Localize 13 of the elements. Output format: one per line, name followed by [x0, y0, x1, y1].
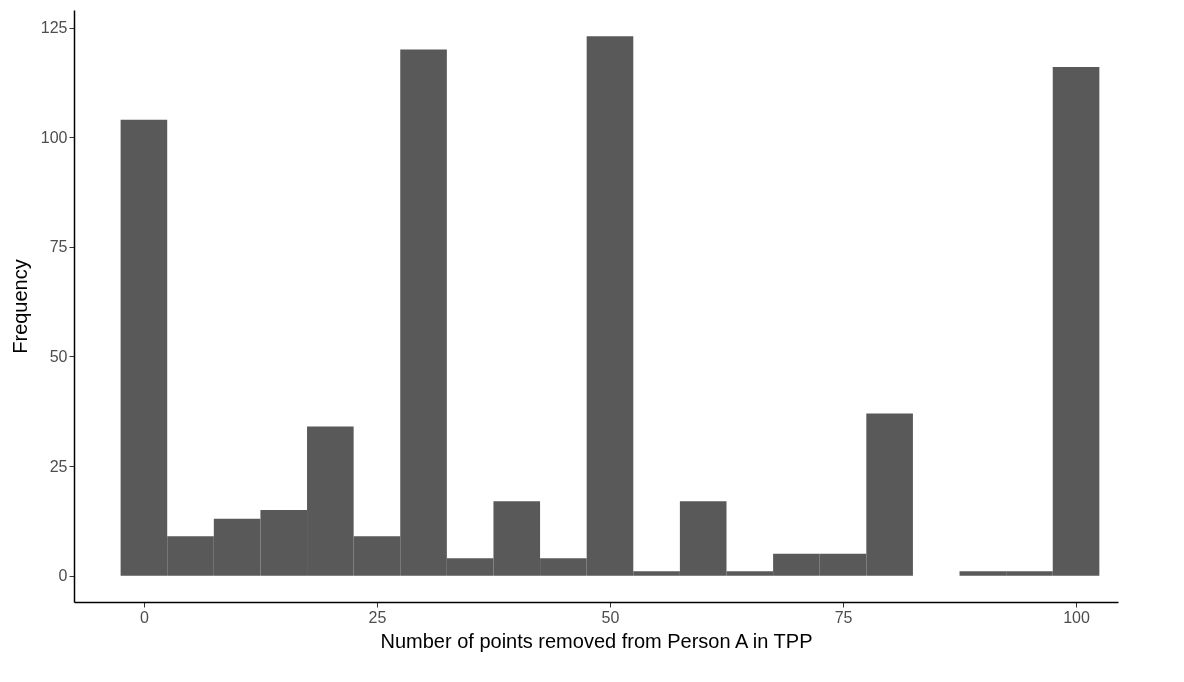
y-tick-label: 25: [49, 457, 68, 475]
y-tick-label: 50: [49, 347, 68, 365]
y-tick-label: 75: [49, 238, 68, 256]
x-tick-label: 0: [139, 608, 149, 626]
y-tick-label: 0: [58, 567, 68, 585]
x-tick-label: 25: [368, 608, 387, 626]
y-tick-label: 100: [40, 128, 68, 146]
y-axis-title: Frequency: [8, 259, 31, 354]
x-axis-title: Number of points removed from Person A in TPP: [380, 629, 813, 652]
x-tick-label: 50: [601, 608, 620, 626]
y-tick-label: 125: [40, 19, 68, 37]
x-tick-label: 75: [834, 608, 853, 626]
x-tick-label: 100: [1063, 608, 1090, 626]
